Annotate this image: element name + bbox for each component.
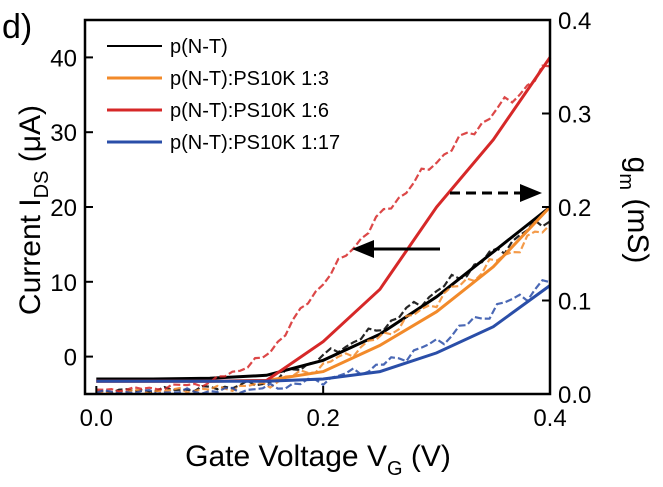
y-right-tick-label: 0.3 (558, 102, 591, 129)
y-right-tick-label: 0.0 (558, 382, 591, 409)
y-left-axis-title: Current IDS (μA) (14, 105, 53, 315)
y-left-title-unit: (μA) (14, 105, 47, 171)
x-title-sub: G (387, 458, 403, 480)
y-right-tick-label: 0.1 (558, 289, 591, 316)
x-title-main: Gate Voltage V (185, 440, 387, 473)
series-current-line-4 (96, 284, 551, 383)
dashed-arrow-right (450, 184, 542, 202)
y-right-tick-label: 0.2 (558, 195, 591, 222)
legend-label-3: p(N-T):PS10K 1:6 (170, 100, 329, 122)
y-left-tick-label: 40 (50, 45, 77, 72)
solid-arrow-left (352, 240, 440, 258)
y-right-axis-title: gm (mS) (615, 157, 654, 264)
panel-label: d) (2, 8, 32, 46)
y-left-tick-label: 30 (50, 120, 77, 147)
x-axis-title: Gate Voltage VG (V) (185, 440, 451, 480)
series-current-line-1 (96, 205, 551, 381)
y-right-tick-label: 0.4 (558, 8, 591, 35)
legend-label-2: p(N-T):PS10K 1:3 (170, 68, 329, 90)
series-layer (95, 56, 552, 395)
y-right-title-unit: (mS) (621, 190, 654, 263)
series-gm-line-4 (95, 278, 551, 395)
x-tick-label: 0.4 (533, 405, 566, 432)
x-title-unit: (V) (403, 440, 451, 473)
series-gm-line-2 (95, 223, 551, 395)
y-left-title-sub: DS (31, 171, 53, 199)
legend: p(N-T) p(N-T):PS10K 1:3 p(N-T):PS10K 1:6 p(… (107, 36, 340, 154)
y-right-title-main: g (621, 157, 654, 174)
legend-label-1: p(N-T) (170, 36, 228, 58)
x-tick-label: 0.0 (80, 405, 113, 432)
x-tick-label: 0.2 (306, 405, 339, 432)
y-right-title-sub: m (615, 173, 637, 190)
y-left-title-main: Current I (14, 198, 47, 315)
y-left-tick-label: 20 (50, 195, 77, 222)
y-left-tick-label: 10 (50, 270, 77, 297)
y-left-tick-label: 0 (64, 345, 77, 372)
legend-label-4: p(N-T):PS10K 1:17 (170, 132, 340, 154)
series-gm-line-1 (96, 218, 551, 394)
ticks-layer: 0.0 0.2 0.4 0 10 20 30 40 0.0 0.1 0.2 0.3 0.4 (50, 8, 591, 432)
series-gm-line-3 (96, 64, 551, 393)
